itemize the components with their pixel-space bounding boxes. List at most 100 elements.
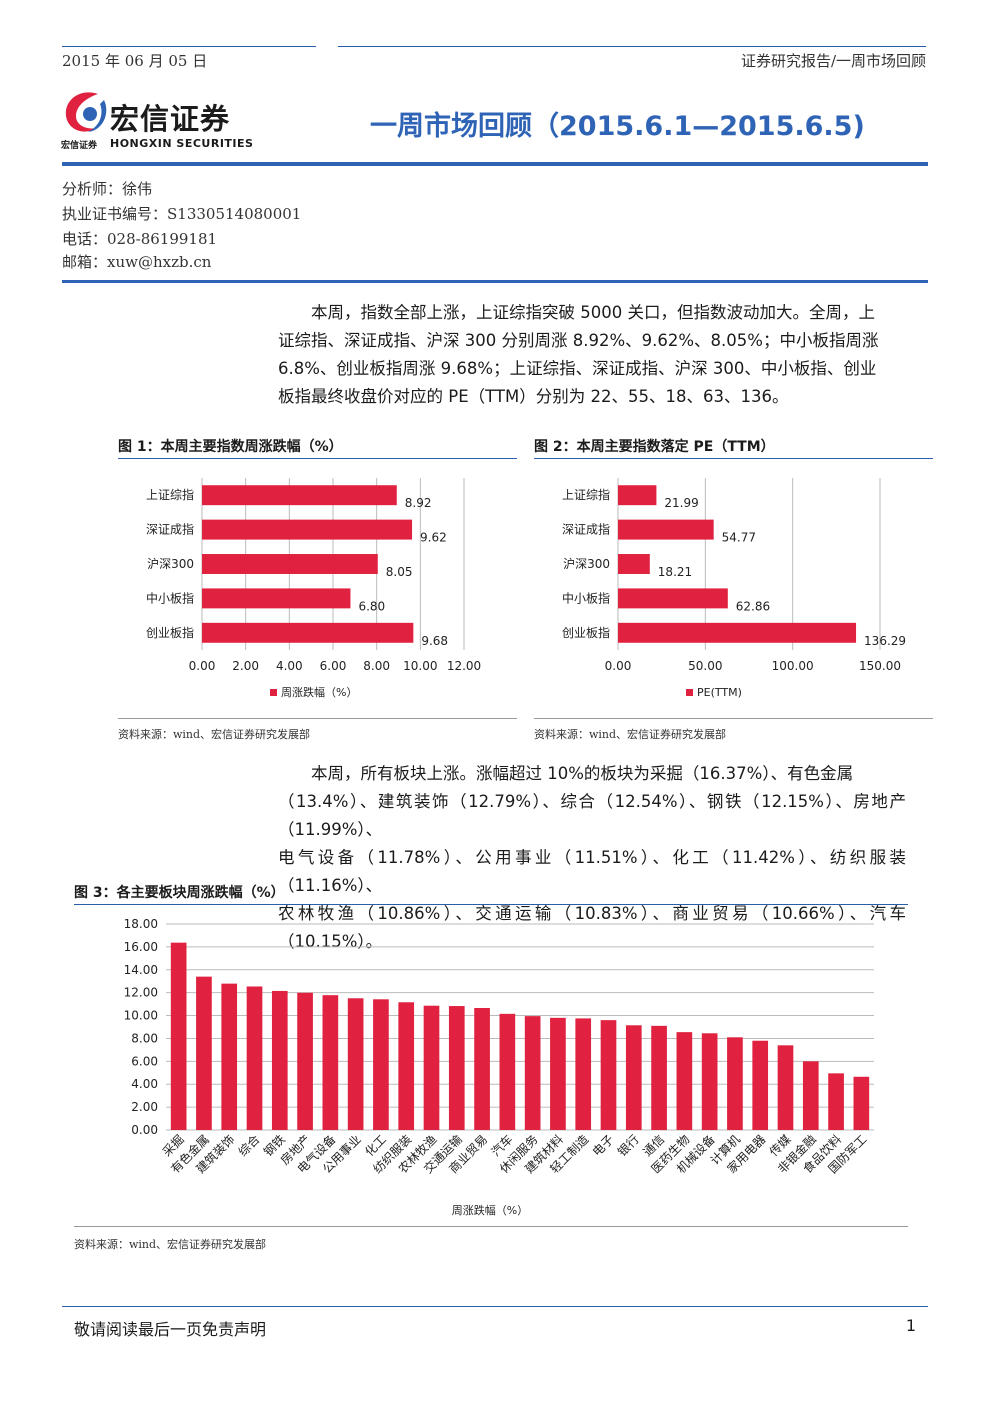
category-label: 电子 — [590, 1132, 617, 1159]
bar — [423, 1005, 440, 1130]
y-tick-label: 16.00 — [124, 940, 158, 954]
bar — [373, 999, 389, 1130]
figure-2-rule — [534, 458, 933, 459]
y-tick-label: 8.00 — [131, 1031, 158, 1045]
data-label: 8.92 — [405, 496, 432, 510]
data-label: 9.62 — [420, 531, 447, 545]
bar — [575, 1018, 592, 1130]
bar — [271, 990, 288, 1130]
summary-paragraph-1: 本周，指数全部上涨，上证综指突破 5000 关口，但指数波动加大。全周，上 证综… — [278, 299, 906, 411]
x-tick-label: 0.00 — [189, 659, 216, 673]
analyst-phone: 电话：028-86199181 — [62, 230, 218, 248]
bar — [297, 992, 313, 1130]
y-tick-label: 2.00 — [131, 1100, 158, 1114]
data-label: 8.05 — [386, 565, 413, 579]
bar — [618, 485, 657, 506]
text-line: 本周，所有板块上涨。涨幅超过 10%的板块为采掘（16.37%）、有色金属 — [311, 764, 854, 783]
figure-2-bottom-rule — [534, 718, 933, 719]
bar — [499, 1013, 516, 1130]
figure-2-source: 资料来源：wind、宏信证券研究发展部 — [534, 728, 727, 741]
x-tick-label: 50.00 — [688, 659, 722, 673]
legend-label: PE(TTM) — [697, 686, 742, 699]
figure-1-rule — [118, 458, 517, 459]
figure-3-source: 资料来源：wind、宏信证券研究发展部 — [74, 1238, 267, 1251]
figure-2-title: 图 2：本周主要指数落定 PE（TTM） — [534, 439, 775, 455]
bar — [651, 1025, 667, 1130]
data-label: 54.77 — [722, 531, 756, 545]
text-line: 6.8%、创业板指周涨 9.68%；上证综指、深证成指、沪深 300、中小板指、… — [278, 359, 877, 378]
chart-sector-weekly-change: 0.00 2.00 4.00 6.00 8.00 10.00 12.00 14.00 16.00… — [124, 917, 874, 1217]
x-tick-label: 10.00 — [403, 659, 437, 673]
y-tick-label: 4.00 — [131, 1077, 158, 1091]
chart-index-pe: 0.00 50.00 100.00 150.00 上证综指 21.99 深证成指 54.77 沪… — [562, 478, 906, 699]
analyst-cert: 执业证书编号：S1330514080001 — [62, 205, 302, 223]
brand-small: 宏信证券 — [61, 141, 98, 151]
bar — [202, 485, 397, 506]
text-line: 证综指、深证成指、沪深 300 分别周涨 8.92%、9.62%、8.05%；中… — [278, 331, 879, 350]
title-divider — [62, 162, 928, 166]
bar — [196, 976, 212, 1130]
analyst-email: 邮箱：xuw@hxzb.cn — [62, 253, 212, 271]
x-tick-label: 2.00 — [232, 659, 259, 673]
page-number: 1 — [905, 1316, 916, 1335]
category-label: 上证综指 — [146, 487, 194, 502]
header-rule-right — [338, 46, 926, 47]
x-tick-label: 6.00 — [320, 659, 347, 673]
bar — [550, 1017, 566, 1130]
category-label: 综合 — [235, 1132, 263, 1160]
x-tick-label: 12.00 — [447, 659, 481, 673]
bar — [676, 1032, 693, 1130]
category-label: 中小板指 — [562, 590, 610, 605]
data-label: 18.21 — [658, 565, 692, 579]
text-line: 电气设备（11.78%）、公用事业（11.51%）、化工（11.42%）、纺织服… — [278, 848, 906, 895]
bar — [625, 1025, 642, 1130]
bar — [347, 998, 364, 1130]
bar — [448, 1006, 465, 1130]
text-line: 本周，指数全部上涨，上证综指突破 5000 关口，但指数波动加大。全周，上 — [311, 303, 875, 322]
data-label: 21.99 — [664, 496, 698, 510]
bar — [828, 1073, 844, 1130]
y-tick-label: 6.00 — [131, 1054, 158, 1068]
category-label: 中小板指 — [146, 590, 194, 605]
figure-3-bottom-rule — [74, 1226, 908, 1227]
breadcrumb: 证券研究报告/一周市场回顾 — [740, 52, 926, 70]
legend-swatch — [270, 689, 277, 696]
text-line: 板指最终收盘价对应的 PE（TTM）分别为 22、55、18、63、136。 — [278, 387, 789, 406]
x-tick-label: 100.00 — [772, 659, 814, 673]
x-axis-title: 周涨跌幅（%） — [452, 1203, 528, 1217]
text-line: （13.4%）、建筑装饰（12.79%）、综合（12.54%）、钢铁（12.15… — [278, 792, 906, 839]
analyst-name: 分析师：徐伟 — [62, 180, 153, 198]
bar — [618, 622, 857, 643]
x-tick-label: 8.00 — [363, 659, 390, 673]
bar — [752, 1040, 769, 1130]
header-rule-left — [62, 46, 316, 47]
text-line: 农林牧渔（10.86%）、交通运输（10.83%）、商业贸易（10.66%）、汽… — [278, 904, 906, 951]
footer-rule — [62, 1306, 928, 1307]
bar — [853, 1076, 870, 1130]
bar — [221, 983, 238, 1130]
bar — [202, 588, 351, 609]
y-tick-label: 0.00 — [131, 1123, 158, 1137]
figure-1-bottom-rule — [118, 718, 517, 719]
bar — [618, 519, 714, 540]
x-tick-label: 0.00 — [605, 659, 632, 673]
y-tick-label: 14.00 — [124, 963, 158, 977]
bar — [802, 1061, 819, 1130]
data-label: 9.68 — [421, 634, 448, 648]
figure-3-title: 图 3：各主要板块周涨跌幅（%） — [74, 885, 285, 901]
y-tick-label: 10.00 — [124, 1009, 158, 1023]
disclaimer-link[interactable]: 敬请阅读最后一页免责声明 — [74, 1320, 267, 1339]
analyst-divider — [62, 280, 928, 283]
figure-1-title: 图 1：本周主要指数周涨跌幅（%） — [118, 439, 343, 455]
brand-english: HONGXIN SECURITIES — [110, 137, 254, 150]
category-label: 创业板指 — [146, 625, 194, 640]
bar — [246, 986, 263, 1130]
bar — [777, 1045, 794, 1130]
summary-paragraph-2: 本周，所有板块上涨。涨幅超过 10%的板块为采掘（16.37%）、有色金属 （1… — [278, 760, 906, 956]
report-date: 2015 年 06 月 05 日 — [62, 52, 208, 70]
data-label: 136.29 — [864, 634, 906, 648]
brand-name: 宏信证券 — [110, 102, 231, 136]
figure-1-source: 资料来源：wind、宏信证券研究发展部 — [118, 728, 311, 741]
data-label: 62.86 — [736, 599, 770, 613]
x-tick-label: 4.00 — [276, 659, 303, 673]
